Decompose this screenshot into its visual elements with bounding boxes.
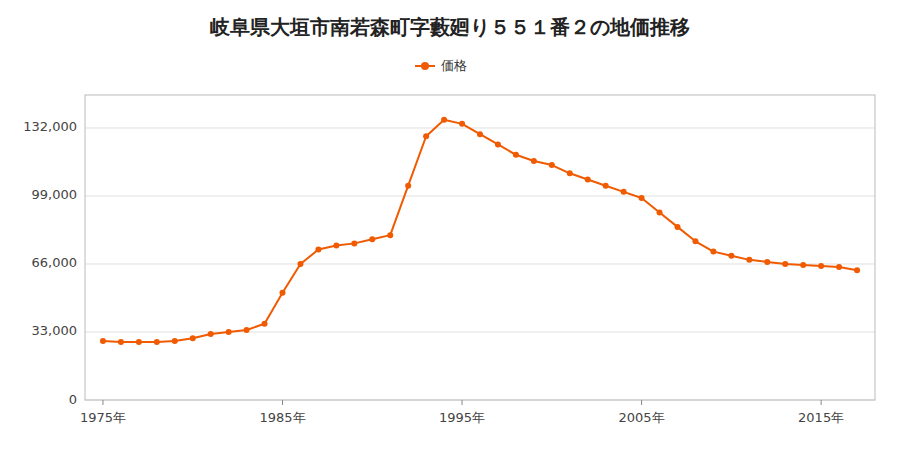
point	[782, 261, 788, 267]
point	[657, 209, 663, 215]
point	[818, 263, 824, 269]
y-tick-label: 0	[69, 392, 77, 407]
point	[262, 321, 268, 327]
point	[154, 339, 160, 345]
point	[585, 176, 591, 182]
x-axis: 1975年 1985年 1995年 2005年 2015年	[80, 400, 844, 425]
point	[244, 327, 250, 333]
point	[315, 247, 321, 253]
point	[441, 117, 447, 123]
point	[567, 170, 573, 176]
point	[692, 238, 698, 244]
grid-line	[85, 331, 875, 332]
point	[369, 236, 375, 242]
point	[495, 141, 501, 147]
plot-area	[100, 117, 860, 345]
point	[423, 133, 429, 139]
point	[800, 262, 806, 268]
point	[459, 121, 465, 127]
point	[675, 224, 681, 230]
x-tick-label: 2015年	[798, 410, 844, 425]
point	[118, 339, 124, 345]
x-tick	[641, 400, 642, 405]
point	[226, 329, 232, 335]
point	[387, 232, 393, 238]
point	[477, 131, 483, 137]
grid-line	[85, 127, 875, 128]
y-tick-label: 99,000	[32, 187, 78, 202]
point	[100, 338, 106, 344]
x-tick-label: 2005年	[619, 410, 665, 425]
y-tick-label: 33,000	[32, 323, 78, 338]
y-axis: 0 33,000 66,000 99,000 132,000	[23, 119, 875, 406]
point	[208, 331, 214, 337]
point	[764, 259, 770, 265]
point	[513, 152, 519, 158]
grid-line	[85, 195, 875, 196]
series-line	[103, 120, 857, 342]
title: 岐阜県大垣市南若森町字藪廻り５５１番２の地価推移	[210, 15, 690, 39]
point	[728, 253, 734, 259]
x-tick-label: 1995年	[439, 410, 485, 425]
y-tick-label: 132,000	[23, 119, 77, 134]
point	[836, 264, 842, 270]
point	[603, 183, 609, 189]
point	[333, 242, 339, 248]
point	[351, 240, 357, 246]
x-tick-label: 1975年	[80, 410, 126, 425]
point	[531, 158, 537, 164]
point	[854, 267, 860, 273]
chart: 岐阜県大垣市南若森町字藪廻り５５１番２の地価推移 0 33,000 66,000 99,…	[0, 0, 900, 450]
legend-marker	[421, 62, 429, 70]
point	[639, 195, 645, 201]
point	[280, 290, 286, 296]
point	[297, 261, 303, 267]
point	[746, 257, 752, 263]
point	[710, 249, 716, 255]
x-tick	[462, 400, 463, 405]
plot-frame	[85, 95, 875, 400]
point	[621, 189, 627, 195]
point	[549, 162, 555, 168]
point	[172, 338, 178, 344]
x-tick	[821, 400, 822, 405]
y-tick-label: 66,000	[32, 255, 78, 270]
x-tick	[102, 400, 103, 405]
legend-label: 価格	[441, 58, 467, 73]
point	[190, 335, 196, 341]
x-tick-label: 1985年	[259, 410, 305, 425]
point	[136, 339, 142, 345]
x-tick	[282, 400, 283, 405]
point	[405, 183, 411, 189]
grid-line	[85, 263, 875, 264]
legend: 価格	[415, 58, 467, 73]
background	[0, 0, 900, 450]
